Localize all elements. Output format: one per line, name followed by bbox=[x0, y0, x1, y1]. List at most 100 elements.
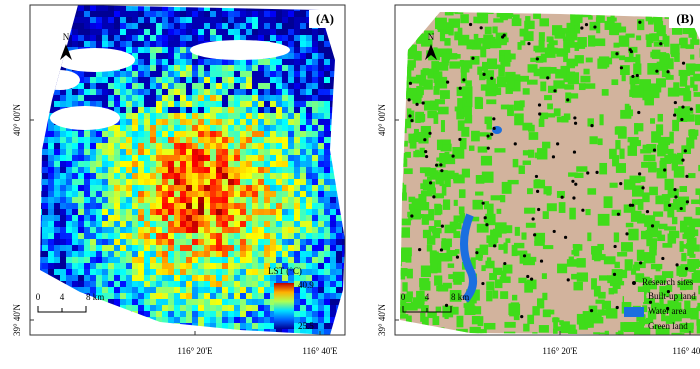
lst-cell bbox=[342, 245, 345, 251]
lst-cell bbox=[276, 155, 282, 161]
lst-cell bbox=[114, 233, 120, 239]
site bbox=[560, 195, 564, 199]
lst-cell bbox=[294, 245, 300, 251]
lst-cell bbox=[306, 323, 312, 329]
lst-cell bbox=[336, 173, 342, 179]
green bbox=[569, 207, 576, 220]
green bbox=[405, 151, 411, 158]
lst-cell bbox=[228, 107, 234, 113]
lst-cell bbox=[324, 251, 330, 257]
site bbox=[492, 126, 496, 130]
green bbox=[461, 126, 470, 137]
lst-cell bbox=[54, 203, 60, 209]
lst-cell bbox=[120, 77, 126, 83]
green bbox=[591, 245, 600, 255]
lst-cell bbox=[216, 311, 222, 317]
green bbox=[453, 215, 465, 223]
lst-cell bbox=[72, 23, 78, 29]
lst-cell bbox=[114, 221, 120, 227]
lst-cell bbox=[102, 17, 108, 23]
lst-cell bbox=[168, 323, 174, 329]
green bbox=[619, 148, 625, 159]
green bbox=[400, 12, 409, 19]
lst-cell bbox=[156, 233, 162, 239]
lst-cell bbox=[108, 305, 114, 311]
lst-cell bbox=[234, 293, 240, 299]
lst-cell bbox=[150, 269, 156, 275]
green bbox=[400, 251, 406, 262]
lst-cell bbox=[168, 23, 174, 29]
green bbox=[684, 278, 693, 290]
lst-cell bbox=[306, 257, 312, 263]
lst-cell bbox=[336, 119, 342, 125]
green bbox=[649, 33, 654, 44]
green bbox=[659, 52, 667, 62]
lst-cell bbox=[102, 167, 108, 173]
green bbox=[400, 13, 404, 22]
green bbox=[671, 216, 678, 225]
green bbox=[436, 139, 443, 151]
site bbox=[409, 30, 413, 35]
lst-cell bbox=[162, 89, 168, 95]
lst-cell bbox=[252, 155, 258, 161]
lst-cell bbox=[102, 317, 108, 323]
lst-cell bbox=[66, 245, 72, 251]
green bbox=[563, 113, 571, 120]
lst-cell bbox=[132, 209, 138, 215]
lst-cell bbox=[294, 71, 300, 77]
lst-cell bbox=[114, 125, 120, 131]
lst-cell bbox=[312, 179, 318, 185]
lst-cell bbox=[138, 161, 144, 167]
lst-cell bbox=[198, 263, 204, 269]
green bbox=[482, 61, 488, 71]
lst-cell bbox=[144, 245, 150, 251]
lst-cell bbox=[48, 41, 54, 47]
lst-cell bbox=[228, 275, 234, 281]
lst-cell bbox=[180, 107, 186, 113]
lst-cell bbox=[150, 113, 156, 119]
lst-cell bbox=[234, 143, 240, 149]
lst-cell bbox=[90, 245, 96, 251]
lst-cell bbox=[198, 5, 204, 11]
lst-cell bbox=[246, 257, 252, 263]
green bbox=[406, 218, 411, 224]
lst-cell bbox=[138, 53, 144, 59]
green bbox=[645, 317, 654, 323]
lst-cell bbox=[132, 83, 138, 89]
lst-cell bbox=[180, 215, 186, 221]
green bbox=[669, 131, 674, 144]
lst-cell bbox=[102, 155, 108, 161]
lst-cell bbox=[210, 191, 216, 197]
green bbox=[512, 158, 519, 168]
green bbox=[523, 31, 534, 42]
lst-cell bbox=[42, 293, 48, 299]
lst-cell bbox=[144, 263, 150, 269]
lst-cell bbox=[78, 167, 84, 173]
lst-cell bbox=[54, 5, 60, 11]
lst-cell bbox=[324, 125, 330, 131]
lst-cell bbox=[66, 89, 72, 95]
lst-cell bbox=[150, 47, 156, 53]
lst-cell bbox=[120, 293, 126, 299]
lst-cell bbox=[72, 245, 78, 251]
green bbox=[408, 133, 415, 144]
lst-cell bbox=[60, 269, 66, 275]
lst-cell bbox=[282, 5, 288, 11]
green bbox=[501, 181, 512, 194]
lst-cell bbox=[216, 221, 222, 227]
green bbox=[469, 145, 475, 151]
green bbox=[686, 229, 699, 237]
green bbox=[636, 249, 645, 261]
lst-cell bbox=[228, 233, 234, 239]
lst-cell bbox=[168, 17, 174, 23]
green bbox=[493, 18, 504, 23]
lst-cell bbox=[144, 191, 150, 197]
lst-cell bbox=[168, 245, 174, 251]
lst-cell bbox=[252, 317, 258, 323]
lst-cell bbox=[42, 11, 48, 17]
lst-cell bbox=[132, 173, 138, 179]
north-arrow bbox=[60, 44, 72, 60]
lst-cell bbox=[120, 35, 126, 41]
lst-cell bbox=[120, 275, 126, 281]
lst-cell bbox=[126, 281, 132, 287]
